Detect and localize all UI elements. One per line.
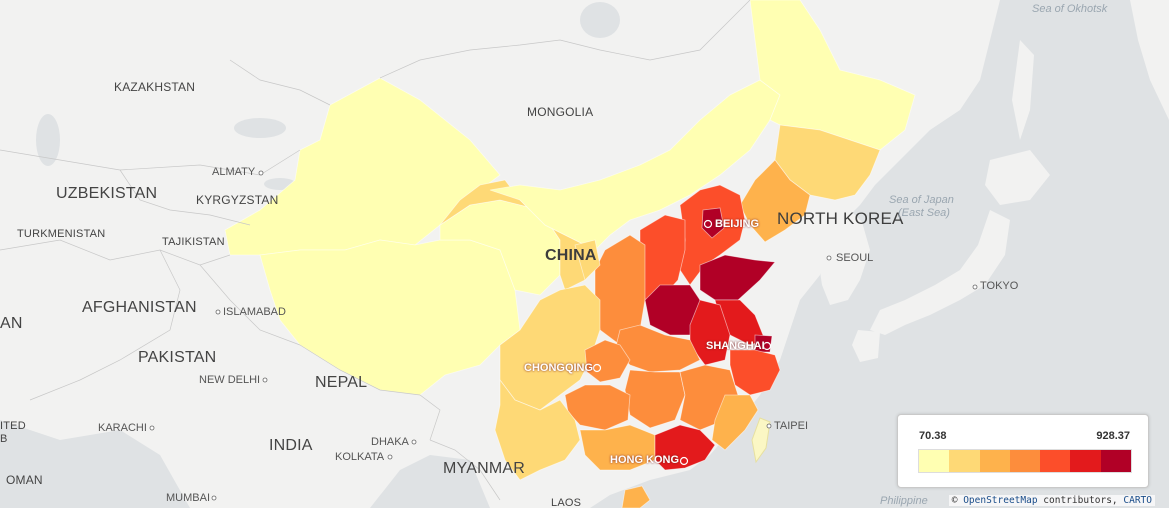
legend-swatch-2: [949, 450, 980, 472]
label-mumbai: MUMBAI: [166, 492, 210, 504]
label-almaty: ALMATY: [212, 166, 256, 178]
land-korea: [818, 205, 870, 305]
label-kolkata: KOLKATA: [335, 451, 385, 463]
province-guangdong: [654, 424, 716, 471]
label-tokyo: TOKYO: [980, 280, 1019, 292]
land-taiwan: [751, 417, 771, 464]
label-turkmenistan-cut: AN: [0, 315, 23, 332]
label-beijing: BEIJING: [715, 218, 760, 230]
attribution-osm-link[interactable]: OpenStreetMap: [963, 495, 1038, 506]
land-kamchatka: [1130, 0, 1169, 120]
label-india: INDIA: [269, 437, 313, 454]
label-afghanistan: AFGHANISTAN: [82, 299, 197, 316]
label-nepal: NEPAL: [315, 374, 368, 391]
label-myanmar: MYANMAR: [443, 460, 525, 477]
province-liaoning: [739, 159, 811, 243]
arabian-sea: [0, 420, 190, 508]
china-provinces: [224, 0, 916, 508]
province-hainan: [621, 485, 651, 508]
land-kyushu: [852, 330, 880, 362]
legend-swatch-1: [919, 450, 950, 472]
land-hokkaido: [985, 150, 1050, 205]
city-markers-onmap: [592, 219, 772, 466]
borders: [0, 0, 751, 501]
province-fujian: [711, 394, 759, 451]
legend-swatch-6: [1070, 450, 1101, 472]
province-yunnan: [494, 378, 581, 481]
label-philippine-sea: Philippine: [880, 495, 928, 507]
land-honshu: [870, 210, 1010, 335]
label-turkmenistan: TURKMENISTAN: [17, 228, 106, 240]
label-sea-of-japan: Sea of Japan: [889, 194, 954, 206]
label-mongolia: MONGOLIA: [527, 105, 594, 119]
legend-color-ramp: [918, 449, 1132, 473]
land-sakhalin: [1012, 40, 1034, 140]
label-tajikistan: TAJIKISTAN: [162, 236, 225, 248]
label-kazakhstan: KAZAKHSTAN: [114, 80, 196, 94]
label-uzbekistan: UZBEKISTAN: [56, 185, 158, 202]
label-dhaka: DHAKA: [371, 436, 409, 448]
legend-swatch-3: [979, 450, 1010, 472]
label-arab-cut: B: [0, 433, 8, 445]
label-united-cut: ITED: [0, 420, 26, 432]
province-ningxia: [574, 239, 601, 281]
label-pakistan: PAKISTAN: [138, 349, 217, 366]
lake-balkhash: [234, 118, 286, 138]
label-shanghai: SHANGHAI: [706, 340, 765, 352]
attribution-symbol: ©: [951, 495, 958, 506]
label-new-delhi: NEW DELHI: [199, 374, 261, 386]
label-kyrgyzstan: KYRGYZSTAN: [196, 193, 279, 207]
bay-of-bengal: [370, 455, 490, 508]
label-north-korea: NORTH KOREA: [777, 209, 904, 228]
label-sea-of-okhotsk: Sea of Okhotsk: [1032, 3, 1108, 15]
choropleth-legend: 70.38 928.37: [897, 414, 1149, 488]
label-east-sea: (East Sea): [898, 207, 950, 219]
province-shandong: [699, 254, 776, 301]
legend-swatch-5: [1040, 450, 1071, 472]
attribution-carto-link[interactable]: CARTO: [1123, 495, 1152, 506]
label-laos: LAOS: [551, 497, 582, 508]
legend-swatch-7: [1100, 450, 1131, 472]
province-beijing: [701, 207, 725, 239]
province-zhejiang: [729, 349, 781, 396]
lake-baikal: [580, 2, 620, 38]
label-karachi: KARACHI: [98, 422, 147, 434]
attribution-contributors: contributors,: [1043, 495, 1118, 506]
label-seoul: SEOUL: [836, 252, 874, 264]
label-taipei: TAIPEI: [774, 420, 809, 432]
map-attribution: © OpenStreetMap contributors, CARTO: [948, 495, 1155, 506]
label-islamabad: ISLAMABAD: [223, 306, 286, 318]
label-chongqing: CHONGQING: [524, 362, 594, 374]
legend-swatch-4: [1009, 450, 1041, 472]
aral-sea: [36, 114, 60, 166]
city-markers: [149, 170, 978, 501]
label-hong-kong: HONG KONG: [610, 454, 680, 466]
label-oman: OMAN: [6, 473, 43, 487]
label-china: CHINA: [545, 247, 597, 264]
province-anhui: [689, 299, 731, 366]
legend-max: 928.37: [1096, 430, 1130, 442]
legend-min: 70.38: [919, 430, 947, 442]
province-shanghai: [754, 334, 773, 353]
